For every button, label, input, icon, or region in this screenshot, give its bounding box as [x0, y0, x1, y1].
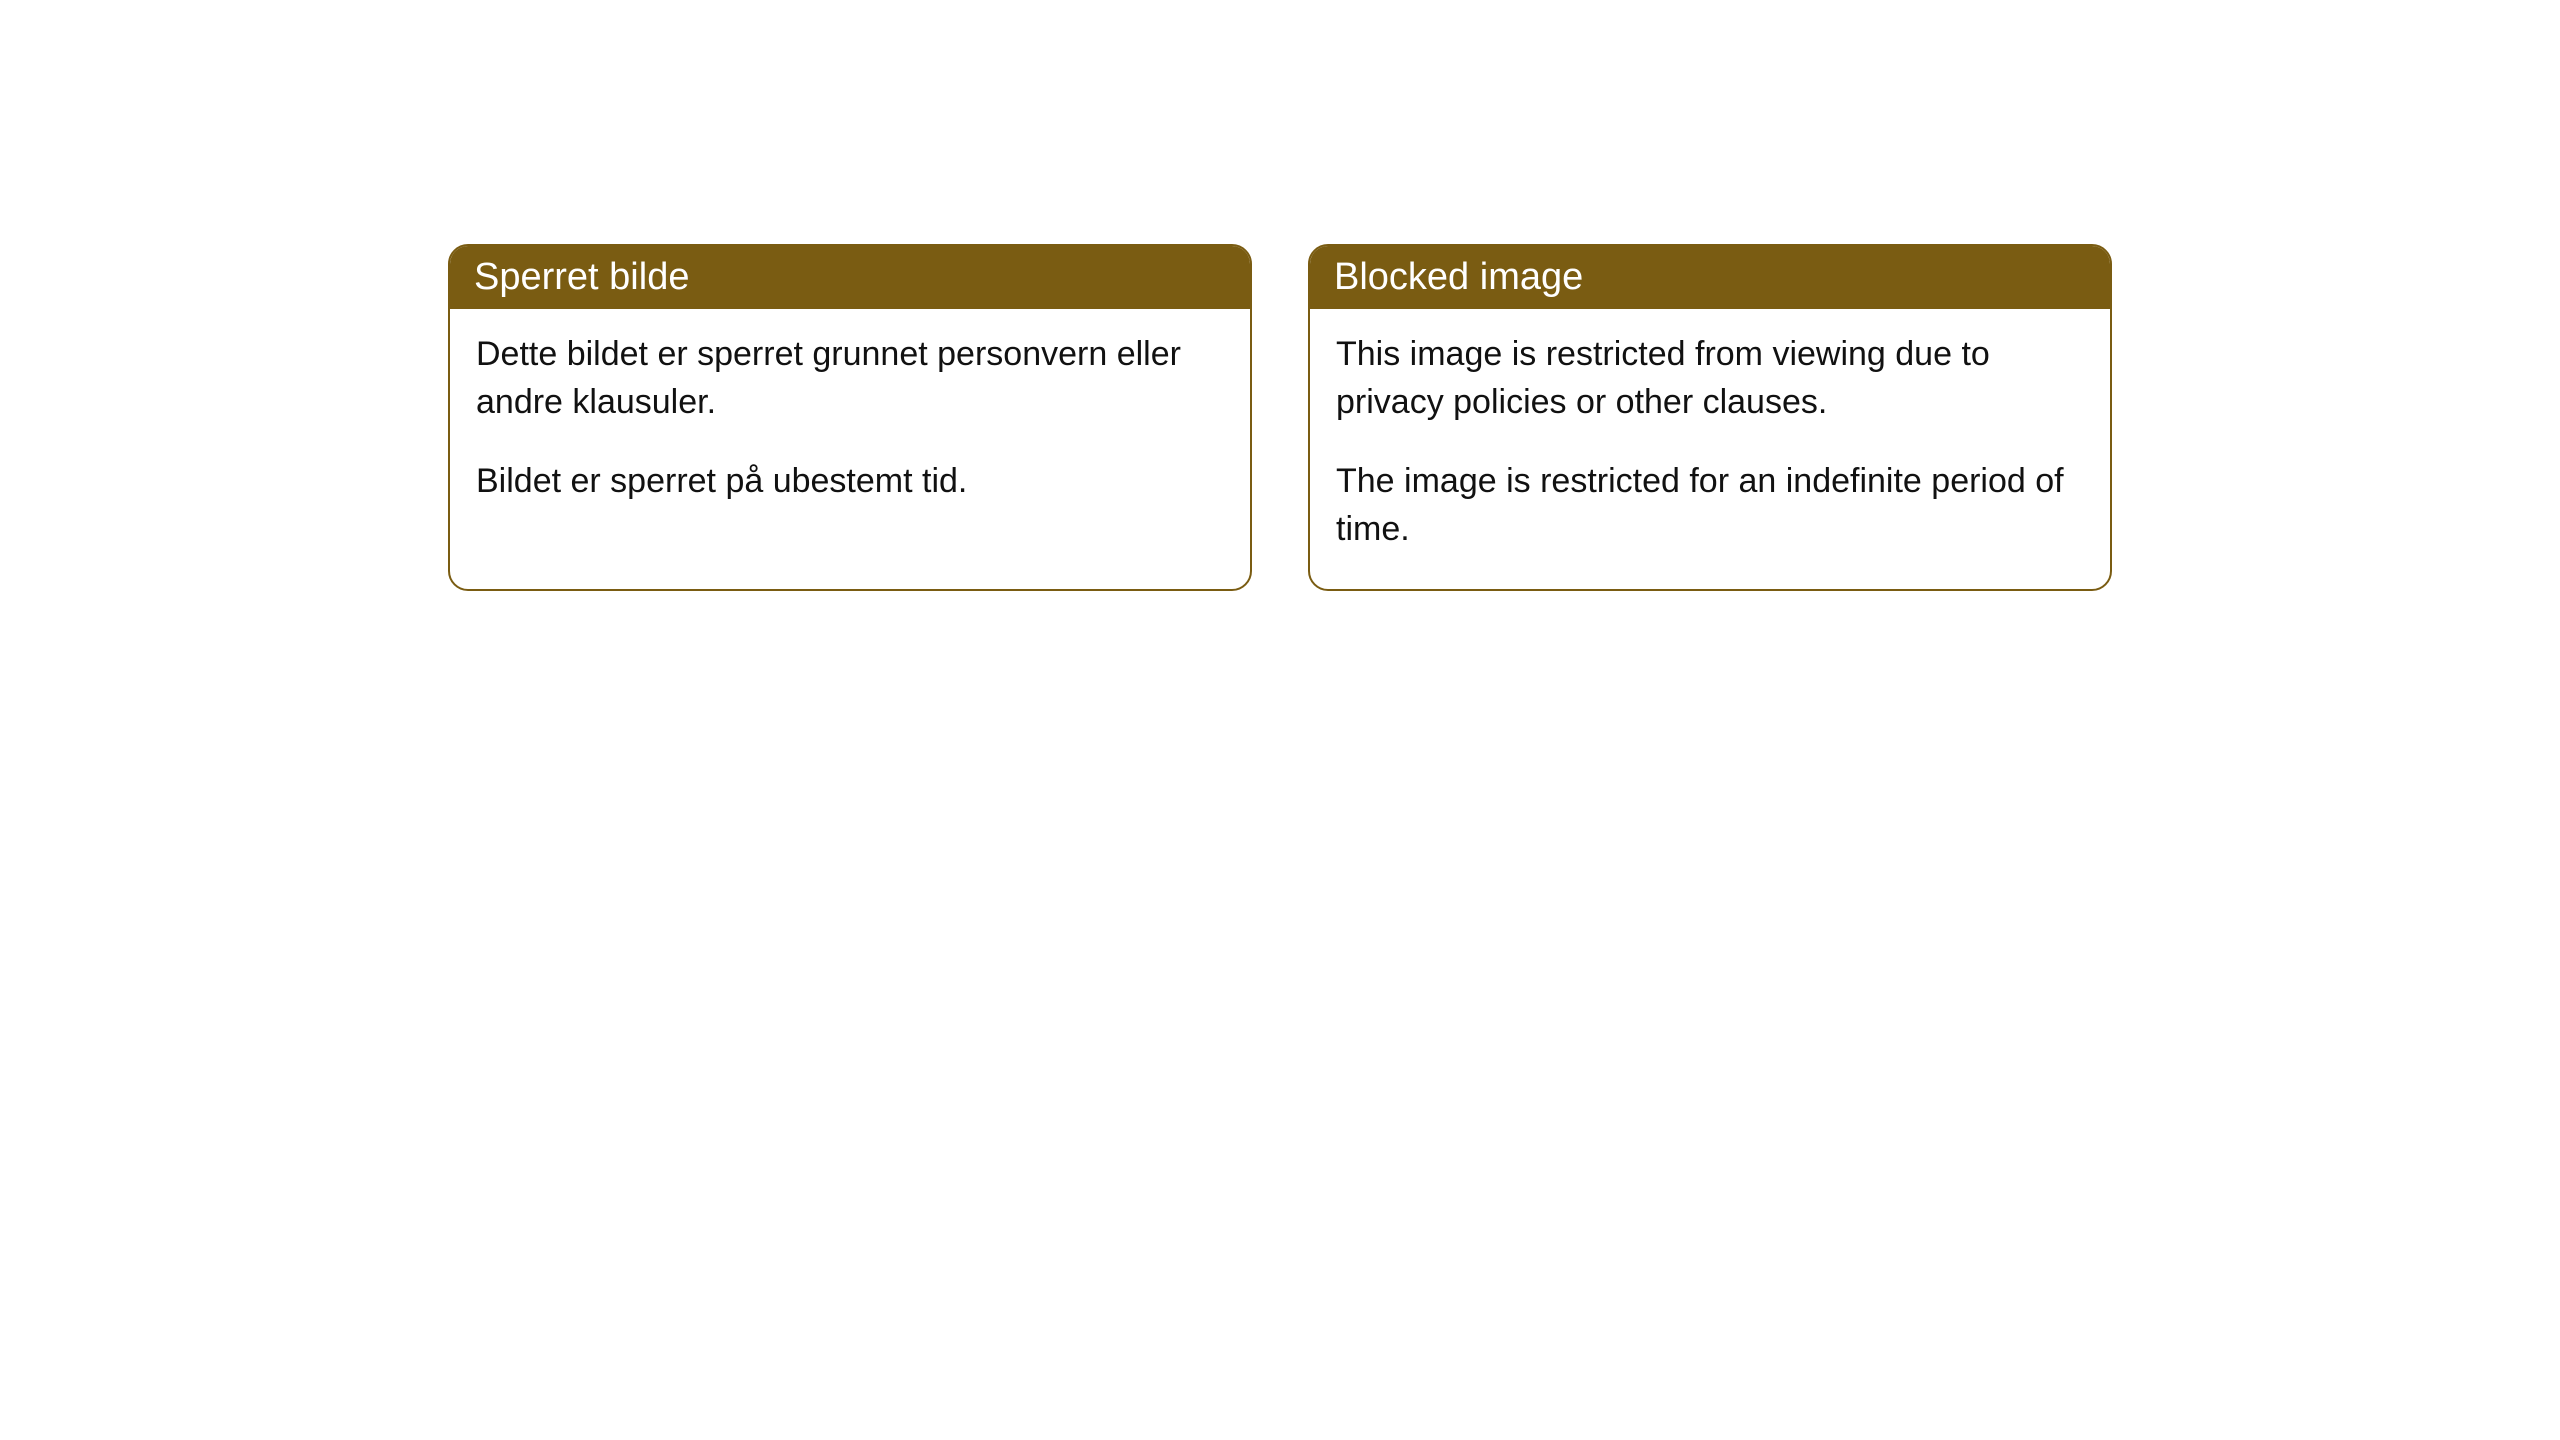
notice-container: Sperret bilde Dette bildet er sperret gr… [448, 244, 2112, 591]
notice-card-norwegian: Sperret bilde Dette bildet er sperret gr… [448, 244, 1252, 591]
card-paragraph: Bildet er sperret på ubestemt tid. [476, 458, 1224, 506]
card-paragraph: Dette bildet er sperret grunnet personve… [476, 331, 1224, 426]
card-paragraph: This image is restricted from viewing du… [1336, 331, 2084, 426]
notice-card-english: Blocked image This image is restricted f… [1308, 244, 2112, 591]
card-body: This image is restricted from viewing du… [1310, 309, 2110, 589]
card-paragraph: The image is restricted for an indefinit… [1336, 458, 2084, 553]
card-header: Sperret bilde [450, 246, 1250, 309]
card-body: Dette bildet er sperret grunnet personve… [450, 309, 1250, 542]
card-header: Blocked image [1310, 246, 2110, 309]
